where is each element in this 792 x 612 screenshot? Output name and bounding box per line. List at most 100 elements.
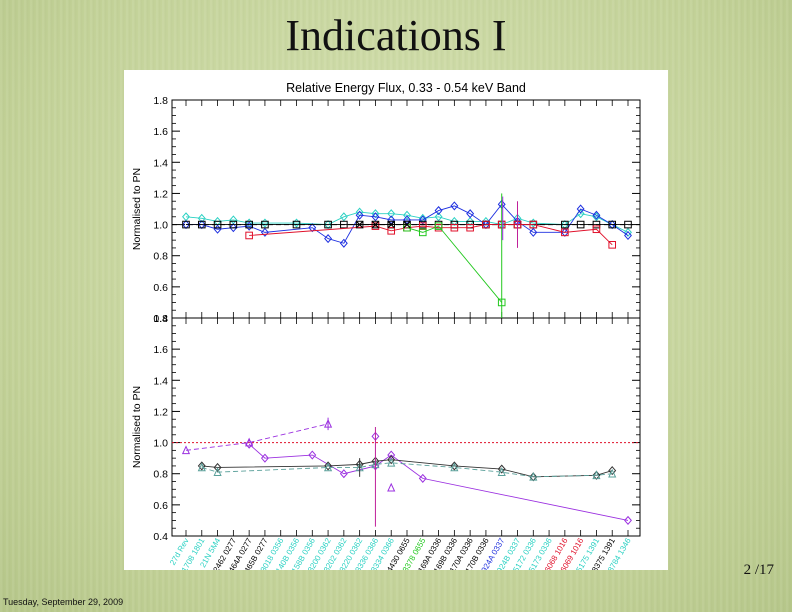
panel-0-series-1-point xyxy=(434,205,443,216)
panel-1-ytick-label: 0.4 xyxy=(153,531,168,543)
panel-0-series-1-point xyxy=(466,209,475,219)
panel-1-series-1-point xyxy=(624,515,632,525)
panel-0-ytick-label: 1.8 xyxy=(153,95,168,107)
panel-0-series-4-point xyxy=(434,222,443,230)
panel-0-series-2-point xyxy=(576,220,585,229)
panel-0-series-1-point xyxy=(182,220,190,230)
panel-1-series-0-line xyxy=(185,423,329,451)
panel-1-series-1-point xyxy=(418,473,427,483)
panel-0-series-2-point xyxy=(261,220,269,229)
panel-1-series-5-point xyxy=(529,471,538,481)
panel-1-series-4-point xyxy=(324,461,333,471)
panel-1-ytick-label: 1.6 xyxy=(153,344,168,356)
panel-1-series-2-point xyxy=(387,482,396,492)
panel-0-series-0-point xyxy=(324,220,333,230)
panel-0-series-1-point xyxy=(229,223,238,233)
panel-0-series-0-point xyxy=(371,209,380,219)
panel-0-series-2-point xyxy=(324,220,332,229)
panel-0-series-0-point xyxy=(434,212,443,222)
panel-1-series-1-point xyxy=(245,439,254,449)
panel-0-series-0-point xyxy=(418,213,427,223)
panel-0-series-1-point xyxy=(339,238,348,248)
panel-0-series-2-point xyxy=(624,220,632,229)
panel-0-series-0-point xyxy=(403,210,411,220)
panel-0-series-1-point xyxy=(355,210,364,220)
panel-0-series-2-point xyxy=(608,220,617,229)
panel-0-series-3-point xyxy=(450,223,459,232)
panel-1-series-4-point xyxy=(497,464,506,474)
panel-0-series-1-point xyxy=(324,234,333,244)
panel-1-series-1-point xyxy=(260,453,269,463)
panel-1-frame xyxy=(171,317,641,537)
panel-0-series-3-point xyxy=(387,227,396,235)
panel-0-series-2-point xyxy=(340,220,348,229)
panel-0-series-2-point xyxy=(213,220,222,229)
panel-0-series-2-point xyxy=(592,220,601,229)
panel-0-ytick-label: 0.4 xyxy=(153,313,168,325)
slide-title: Indications I xyxy=(285,11,507,60)
panel-0-series-5-point xyxy=(403,220,411,229)
panel-1-series-4-point xyxy=(450,461,459,471)
panel-1-series-5-point xyxy=(323,462,333,472)
panel-1-ytick-label: 1.8 xyxy=(153,313,168,325)
panel-1-series-1-line xyxy=(248,443,629,521)
panel-0-series-2-point xyxy=(561,220,569,229)
panel-1-ytick-label: 1.2 xyxy=(153,406,168,418)
panel-0-series-3-point xyxy=(592,225,601,234)
panel-1-series-5-point xyxy=(450,462,459,472)
panel-1-ylabel: Normalised to PN xyxy=(131,386,143,468)
panel-0-series-2-point xyxy=(197,220,206,229)
panel-0-series-1-point xyxy=(197,220,206,230)
panel-0-series-4-point xyxy=(418,228,427,237)
panel-0-frame xyxy=(171,99,641,319)
panel-0-ytick-label: 0.6 xyxy=(153,282,168,294)
panel-0-series-1-point xyxy=(418,215,427,225)
panel-1-series-5-point xyxy=(592,470,601,480)
panel-0-ytick-label: 1.2 xyxy=(153,188,168,200)
panel-0-series-5-point xyxy=(355,220,364,229)
panel-1-series-4-point xyxy=(608,466,617,476)
panel-0-series-4-line xyxy=(406,225,503,303)
panel-0-series-5-point xyxy=(371,220,380,229)
panel-0-ytick-label: 1.4 xyxy=(153,157,168,169)
panel-0-series-1-point xyxy=(560,227,569,237)
panel-1-series-5-point xyxy=(387,457,396,467)
panel-0-series-1-point xyxy=(592,210,601,220)
panel-0-ytick-label: 0.8 xyxy=(153,251,168,263)
panel-0-series-3-point xyxy=(529,220,538,229)
panel-0-series-1-point xyxy=(387,215,396,225)
panel-0-series-2-point xyxy=(245,220,253,229)
panel-0-series-2-point xyxy=(292,220,301,229)
panel-1-series-5-point xyxy=(497,467,506,476)
panel-0-series-3-point xyxy=(561,228,569,237)
page-current: 2 xyxy=(743,562,752,578)
panel-0-series-3-point xyxy=(482,220,490,229)
panel-0-series-0-point xyxy=(481,216,490,227)
panel-0-series-0-point xyxy=(387,209,396,219)
chart-figure: Relative Energy Flux, 0.33 - 0.54 keV Ba… xyxy=(124,70,668,570)
panel-0-series-1-point xyxy=(576,204,585,214)
panel-0-series-3-point xyxy=(371,222,380,230)
panel-1-series-0-point xyxy=(181,445,191,455)
panel-1-series-4-point xyxy=(213,462,222,473)
panel-0-series-1-point xyxy=(608,220,617,230)
panel-0-series-5-point xyxy=(387,220,395,229)
panel-0-ytick-label: 1.6 xyxy=(153,126,168,138)
panel-0-series-3-point xyxy=(608,241,617,249)
panel-1-series-4-line xyxy=(201,459,613,478)
panel-1-series-4-point xyxy=(387,455,396,465)
panel-0-ylabel: Normalised to PN xyxy=(131,168,143,250)
panel-0-series-0-point xyxy=(466,216,475,227)
panel-0-series-3-line xyxy=(249,224,613,246)
panel-0-series-1-point xyxy=(481,220,490,230)
panel-0-series-1-point xyxy=(308,223,317,233)
panel-1-ytick-label: 0.6 xyxy=(153,500,168,512)
page-total: /17 xyxy=(754,562,774,578)
chart-svg: Relative Energy Flux, 0.33 - 0.54 keV Ba… xyxy=(131,81,641,570)
panel-0-series-3-point xyxy=(466,223,474,232)
panel-1-series-1-point xyxy=(308,450,317,460)
panel-1-series-5-point xyxy=(213,467,222,476)
panel-0-series-1-point xyxy=(450,201,459,211)
panel-0-series-3-point xyxy=(245,231,253,240)
panel-1-ytick-label: 1.4 xyxy=(153,375,168,387)
